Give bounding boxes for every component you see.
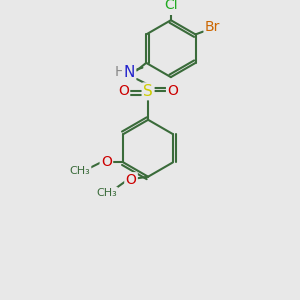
Text: O: O [167,84,178,98]
Text: O: O [101,155,112,170]
Text: CH₃: CH₃ [70,166,90,176]
Text: H: H [115,65,125,80]
Text: S: S [143,84,153,99]
Text: O: O [118,84,129,98]
Text: Br: Br [205,20,220,34]
Text: O: O [126,173,136,188]
Text: Cl: Cl [164,0,178,12]
Text: N: N [123,65,135,80]
Text: CH₃: CH₃ [96,188,117,198]
